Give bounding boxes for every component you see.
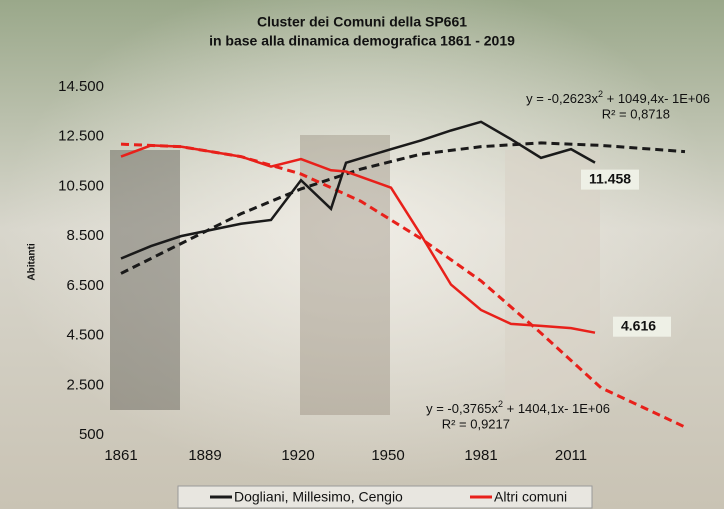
trend-equation: y = -0,3765x2 + 1404,1x- 1E+06 [426, 399, 610, 416]
trend-equation-part: y = -0,2623x [526, 91, 598, 106]
trend-r2: R² = 0,9217 [442, 416, 510, 431]
y-tick-label: 8.500 [66, 227, 104, 244]
y-tick-label: 10.500 [58, 177, 104, 194]
data-label-box [613, 316, 671, 337]
trend-r2: R² = 0,8718 [602, 106, 670, 121]
x-tick-label: 1861 [104, 447, 137, 464]
y-tick-label: 6.500 [66, 277, 104, 294]
y-tick-label: 14.500 [58, 78, 104, 95]
x-tick-label: 1889 [188, 447, 221, 464]
x-tick-label: 1950 [371, 447, 404, 464]
trend-equation: y = -0,2623x2 + 1049,4x- 1E+06 [526, 89, 710, 106]
trend-equation-part: 2 [498, 399, 503, 409]
y-tick-label: 4.500 [66, 327, 104, 344]
trendline [120, 142, 686, 429]
photo-figure [110, 150, 180, 410]
trend-equation-part: + 1404,1x- 1E+06 [503, 401, 610, 416]
x-tick-label: 1920 [281, 447, 314, 464]
trend-equation-part: + 1049,4x- 1E+06 [603, 91, 710, 106]
legend [177, 485, 593, 509]
chart-title: Cluster dei Comuni della SP661 [257, 14, 467, 30]
trendline [120, 141, 686, 275]
data-label: 11.458 [589, 170, 631, 186]
data-label: 4.616 [621, 317, 656, 333]
y-tick-label: 12.500 [58, 128, 104, 145]
trend-equation-part: y = -0,3765x [426, 401, 498, 416]
photo-figure [300, 135, 390, 415]
series-line [120, 120, 596, 260]
x-tick-label: 2011 [555, 447, 587, 464]
trend-equation-part: 2 [598, 89, 603, 99]
legend-label: Dogliani, Millesimo, Cengio [234, 489, 403, 505]
y-tick-label: 2.500 [66, 376, 104, 393]
y-axis-label: Abitanti [27, 243, 38, 280]
series-line [120, 144, 596, 334]
x-tick-label: 1981 [464, 447, 497, 464]
y-tick-label: 500 [79, 426, 104, 443]
chart-title: in base alla dinamica demografica 1861 -… [209, 33, 515, 49]
legend-label: Altri comuni [494, 489, 567, 505]
data-label-box [581, 169, 639, 190]
photo-figure [505, 150, 600, 400]
